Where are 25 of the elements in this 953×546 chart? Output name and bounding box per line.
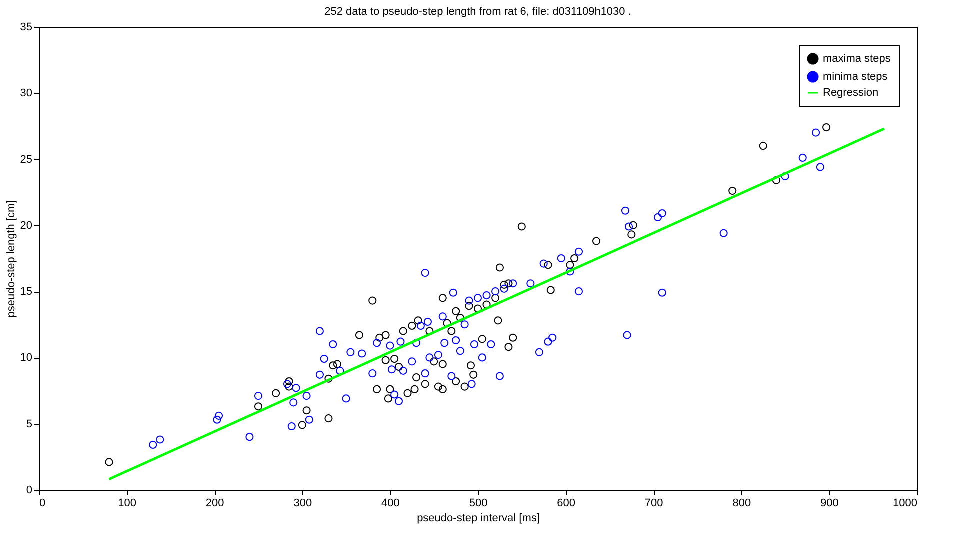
x-tick-label: 400 xyxy=(382,498,400,510)
x-tick-label: 500 xyxy=(469,498,488,510)
x-tick-label: 200 xyxy=(206,498,224,510)
y-tick-label: 15 xyxy=(20,286,32,298)
x-tick-label: 1000 xyxy=(893,498,918,510)
legend-label: maxima steps xyxy=(823,53,892,65)
x-tick-label: 800 xyxy=(732,498,752,510)
y-tick-label: 10 xyxy=(20,352,32,364)
y-tick-label: 30 xyxy=(20,88,32,100)
chart-title: 252 data to pseudo-step length from rat 6, file: d031109h1030 . xyxy=(324,6,632,18)
x-tick-label: 700 xyxy=(644,498,664,510)
y-tick-label: 25 xyxy=(20,154,32,166)
y-axis-title: pseudo-step length [cm] xyxy=(5,200,18,318)
x-tick-label: 900 xyxy=(820,498,839,510)
legend-label: Regression xyxy=(823,87,879,99)
x-tick-label: 600 xyxy=(557,498,576,510)
x-axis-title: pseudo-step interval [ms] xyxy=(417,512,540,524)
y-tick-label: 20 xyxy=(20,220,32,232)
y-tick-label: 35 xyxy=(20,22,32,34)
y-tick-label: 5 xyxy=(26,418,32,430)
x-tick-label: 100 xyxy=(118,498,136,510)
y-tick-label: 0 xyxy=(26,484,32,496)
x-tick-label: 300 xyxy=(294,498,312,510)
legend-label: minima steps xyxy=(823,71,888,83)
x-tick-label: 0 xyxy=(40,498,46,510)
